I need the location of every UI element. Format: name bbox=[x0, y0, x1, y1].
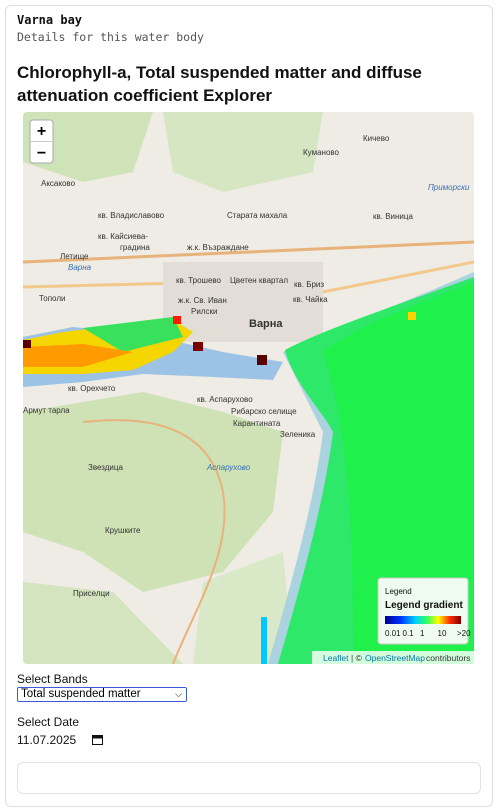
place-label: Зеленика bbox=[280, 430, 316, 439]
place-label: Приселци bbox=[73, 589, 110, 598]
place-label: Крушките bbox=[105, 526, 141, 535]
forest bbox=[23, 112, 153, 182]
road bbox=[82, 419, 226, 664]
forest bbox=[23, 582, 183, 664]
attribution-text: | © bbox=[351, 653, 363, 663]
pixel bbox=[173, 316, 181, 324]
legend-tick: >20 bbox=[457, 629, 471, 638]
legend-gradient bbox=[385, 616, 461, 624]
place-label: Аспарухово bbox=[206, 463, 251, 472]
place-label: Рибарско селище bbox=[231, 407, 297, 416]
place-label: Летище bbox=[60, 252, 89, 261]
attribution-text: contributors bbox=[426, 653, 470, 663]
place-label: ж.к. Възраждане bbox=[187, 243, 249, 252]
attribution-link[interactable]: OpenStreetMap bbox=[365, 653, 425, 663]
heading: Chlorophyll-a, Total suspended matter an… bbox=[17, 63, 422, 105]
date-input[interactable]: 11.07.2025 bbox=[17, 733, 103, 747]
bands-label: Select Bands bbox=[17, 672, 88, 686]
zoom-out[interactable]: − bbox=[37, 145, 46, 162]
page: {"header":{"title":"Varna bay","subtitle… bbox=[5, 5, 493, 807]
place-label: кв. Орехчето bbox=[68, 384, 116, 393]
date-value: 11.07.2025 bbox=[17, 733, 77, 747]
place-label: Кичево bbox=[363, 134, 390, 143]
legend-tick: 10 bbox=[438, 629, 447, 638]
place-label: Варна bbox=[68, 263, 92, 272]
legend-box bbox=[377, 577, 469, 645]
place-label: кв. Виница bbox=[373, 212, 413, 221]
place-label: кв. Кайсиева- bbox=[98, 232, 148, 241]
place-label: кв. Трошево bbox=[176, 276, 222, 285]
place-label: градина bbox=[120, 243, 150, 252]
subtitle: Details for this water body bbox=[17, 30, 204, 44]
road bbox=[23, 240, 474, 264]
place-label: Карантината bbox=[233, 419, 281, 428]
place-label: Армут тарла bbox=[23, 406, 70, 415]
legend-tick: 0.01 bbox=[385, 629, 401, 638]
place-label: Тополи bbox=[39, 294, 65, 303]
map-canvas: Leaflet | © OpenStreetMap contributors +… bbox=[23, 112, 474, 664]
overlay-sea bbox=[323, 282, 474, 664]
attribution-bar bbox=[312, 651, 474, 664]
date-label: Select Date bbox=[17, 715, 80, 729]
overlay-lake bbox=[23, 344, 133, 367]
legend-gradient-title: Legend gradient bbox=[385, 600, 463, 611]
city bbox=[163, 262, 323, 342]
forest bbox=[193, 552, 293, 664]
place-label: Звездица bbox=[88, 463, 123, 472]
place-label: кв. Бриз bbox=[294, 280, 324, 289]
legend-title: Legend bbox=[385, 587, 412, 596]
place-label: кв. Владиславово bbox=[98, 211, 165, 220]
legend-tick: 1 bbox=[420, 629, 425, 638]
pixel bbox=[261, 617, 267, 664]
place-label: кв. Аспарухово bbox=[197, 395, 253, 404]
place-label: Цветен квартал bbox=[230, 276, 288, 285]
pixel bbox=[257, 355, 267, 365]
legend-tick: 0.1 bbox=[403, 629, 415, 638]
pixel bbox=[23, 340, 31, 348]
title: Varna bay bbox=[17, 13, 83, 27]
card bbox=[17, 762, 481, 794]
place-label: Варна bbox=[249, 318, 283, 330]
place-label: Рилски bbox=[191, 307, 217, 316]
chevron: ⌵ bbox=[175, 689, 182, 699]
bands-value: Total suspended matter bbox=[21, 688, 141, 700]
forest bbox=[23, 392, 283, 592]
pixel bbox=[408, 312, 416, 320]
pixel bbox=[193, 342, 203, 351]
calendar-icon bbox=[92, 735, 103, 745]
map[interactable]: Leaflet | © OpenStreetMap contributors +… bbox=[23, 112, 474, 664]
place-label: Старата махала bbox=[227, 211, 288, 220]
overlay-lake bbox=[83, 317, 183, 352]
place-label: Аксаково bbox=[41, 179, 76, 188]
bands-select[interactable]: Total suspended matter ⌵ bbox=[17, 687, 187, 702]
place-label: ж.к. Св. Иван bbox=[178, 296, 227, 305]
zoom-in[interactable]: + bbox=[37, 123, 46, 140]
attribution-link[interactable]: Leaflet bbox=[323, 653, 349, 663]
place-label: Приморски bbox=[428, 183, 470, 192]
place-label: кв. Чайка bbox=[293, 295, 328, 304]
forest bbox=[163, 112, 323, 192]
place-label: Куманово bbox=[303, 148, 340, 157]
